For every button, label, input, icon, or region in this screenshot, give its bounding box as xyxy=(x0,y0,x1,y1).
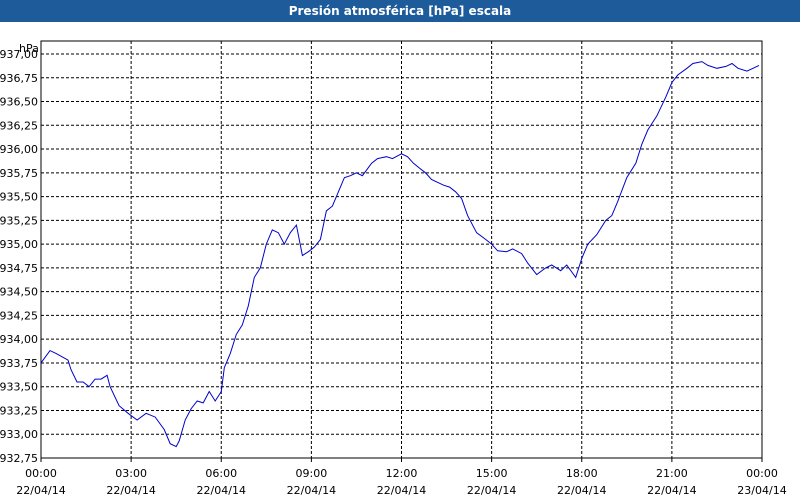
pressure-series-line xyxy=(40,61,760,448)
pressure-line-chart: 937,00 936,75 936,50 936,25 936,00 935,75 935,… xyxy=(0,40,787,497)
y-tick-label: 936,25 xyxy=(0,119,38,132)
y-axis-ticks: 937,00 936,75 936,50 936,25 936,00 935,75 935,… xyxy=(0,48,38,465)
y-tick-label: 936,00 xyxy=(0,143,38,156)
x-tick-date: 22/04/14 xyxy=(287,484,336,497)
y-tick-label: 935,50 xyxy=(0,191,38,204)
y-tick-label: 934,50 xyxy=(0,286,38,299)
y-tick-label: 933,00 xyxy=(0,428,38,441)
x-tick-time: 06:00 xyxy=(205,467,237,480)
x-tick-time: 18:00 xyxy=(566,467,598,480)
x-axis-ticks: 00:00 22/04/14 03:00 22/04/14 06:00 22/04/14 0… xyxy=(16,458,787,497)
y-tick-label: 935,25 xyxy=(0,214,38,227)
x-tick-time: 21:00 xyxy=(656,467,688,480)
y-tick-label: 934,25 xyxy=(0,309,38,322)
y-tick-label: 933,25 xyxy=(0,404,38,417)
y-axis-unit-label: hPa xyxy=(19,42,39,55)
y-tick-label: 933,75 xyxy=(0,357,38,370)
grid xyxy=(41,41,762,459)
y-tick-label: 934,75 xyxy=(0,262,38,275)
x-tick-date: 23/04/14 xyxy=(737,484,786,497)
x-tick-date: 22/04/14 xyxy=(467,484,516,497)
y-tick-label: 933,50 xyxy=(0,381,38,394)
x-tick-date: 22/04/14 xyxy=(647,484,696,497)
y-tick-label: 934,00 xyxy=(0,333,38,346)
y-tick-label: 936,50 xyxy=(0,96,38,109)
chart-title: Presión atmosférica [hPa] escala xyxy=(0,0,800,22)
x-tick-date: 22/04/14 xyxy=(16,484,65,497)
x-tick-time: 03:00 xyxy=(115,467,147,480)
x-tick-time: 12:00 xyxy=(386,467,418,480)
x-tick-date: 22/04/14 xyxy=(197,484,246,497)
y-tick-label: 935,75 xyxy=(0,167,38,180)
x-tick-time: 09:00 xyxy=(296,467,328,480)
y-tick-label: 937,00 xyxy=(0,48,38,61)
x-tick-time: 00:00 xyxy=(25,467,57,480)
x-tick-date: 22/04/14 xyxy=(377,484,426,497)
y-tick-label: 935,00 xyxy=(0,238,38,251)
x-tick-date: 22/04/14 xyxy=(557,484,606,497)
y-tick-label: 936,75 xyxy=(0,72,38,85)
x-tick-time: 00:00 xyxy=(746,467,778,480)
x-tick-time: 15:00 xyxy=(476,467,508,480)
x-tick-date: 22/04/14 xyxy=(106,484,155,497)
y-tick-label: 932,75 xyxy=(0,452,38,465)
